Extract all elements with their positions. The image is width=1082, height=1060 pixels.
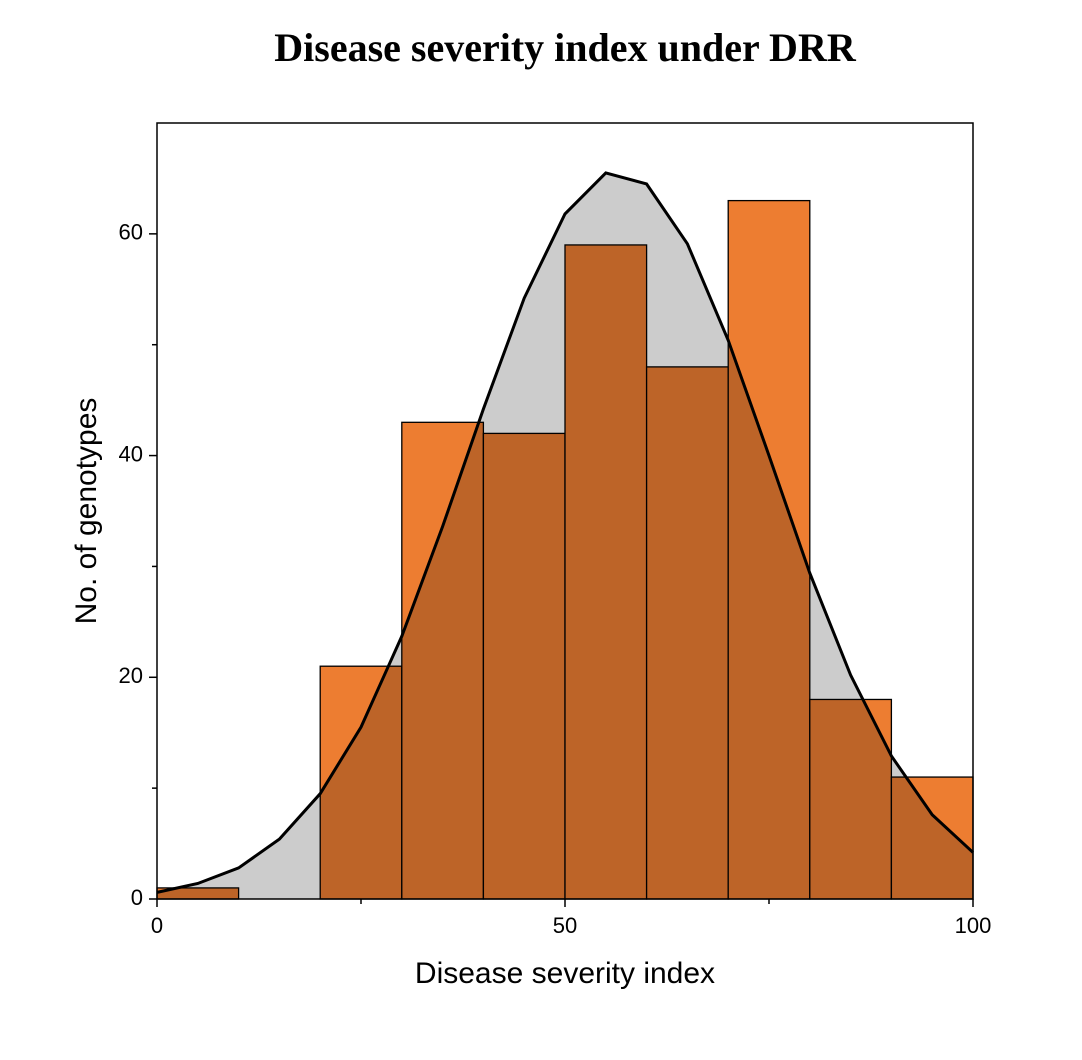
x-tick-label: 50 [553, 913, 577, 938]
y-tick-label: 0 [131, 885, 143, 910]
x-tick-label: 0 [151, 913, 163, 938]
x-tick-label: 100 [955, 913, 992, 938]
y-tick-label: 20 [119, 663, 143, 688]
x-axis-label: Disease severity index [415, 957, 715, 990]
y-axis-label: No. of genotypes [70, 398, 103, 625]
y-tick-label: 40 [119, 441, 143, 466]
fit-curve [156, 171, 975, 894]
chart-title: Disease severity index under DRR [274, 25, 857, 70]
curve-area [157, 172, 973, 899]
y-tick-label: 60 [119, 220, 143, 245]
